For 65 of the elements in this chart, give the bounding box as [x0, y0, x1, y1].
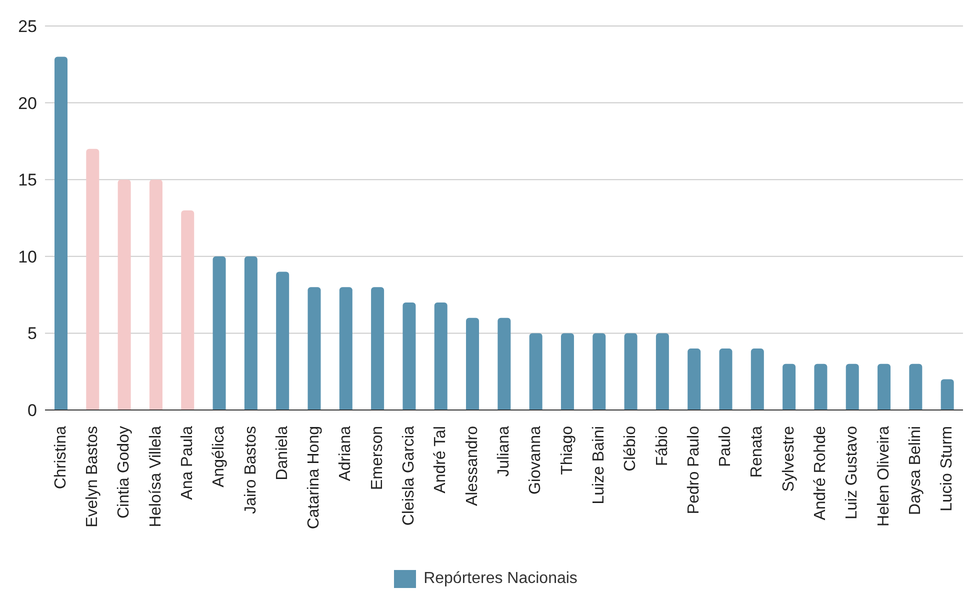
bar: [592, 333, 606, 410]
x-tick-label: Heloísa Villela: [147, 426, 164, 528]
bar: [529, 333, 542, 410]
bar: [181, 210, 194, 410]
bar: [86, 148, 100, 410]
x-tick-label: Evelyn Bastos: [84, 426, 101, 528]
x-tick-label: André Tal: [432, 426, 450, 494]
x-tick-label: Juliana: [496, 426, 512, 477]
x-tick-label: Luize Baini: [590, 426, 608, 504]
x-tick-label: Clébio: [622, 426, 640, 472]
x-tick-label: Adriana: [337, 426, 354, 482]
bar: [466, 318, 480, 410]
bar: [846, 364, 859, 410]
bar: [782, 364, 796, 410]
x-tick-label: Angélica: [210, 426, 228, 488]
x-tick-label: Paulo: [717, 426, 734, 467]
bar: [878, 364, 891, 410]
x-tick-label: Fábio: [654, 426, 671, 466]
bar: [560, 333, 574, 410]
x-tick-label: Jairo Bastos: [242, 426, 260, 514]
x-tick-label: Helen Oliveira: [875, 426, 892, 526]
bar: [498, 318, 511, 410]
bar: [212, 256, 226, 410]
x-tick-label: Lucio Sturm: [938, 426, 956, 512]
bar: [149, 180, 162, 410]
x-tick-label: Christina: [52, 426, 70, 490]
y-tick-label: 0: [28, 401, 37, 420]
bar: [814, 364, 828, 410]
bar: [750, 348, 764, 410]
x-tick-label: Catarina Hong: [306, 426, 323, 530]
x-tick-label: Cleisla Garcia: [400, 426, 418, 526]
x-tick-label: Ana Paula: [178, 426, 196, 500]
y-tick-label: 10: [18, 247, 37, 266]
x-tick-label: Pedro Paulo: [685, 426, 702, 514]
bar: [54, 56, 68, 410]
bar: [940, 379, 954, 410]
bar: [688, 348, 701, 410]
x-tick-label: Alessandro: [464, 426, 481, 506]
x-tick-label: Renata: [748, 426, 766, 478]
x-tick-label: Giovanna: [527, 426, 544, 494]
x-tick-label: Emerson: [368, 426, 386, 490]
bar: [656, 333, 669, 410]
y-tick-label: 25: [18, 17, 37, 36]
bar: [276, 272, 290, 410]
x-tick-label: Daniela: [274, 426, 291, 480]
bar: [339, 287, 352, 410]
bar: [624, 333, 638, 410]
y-tick-label: 15: [18, 170, 37, 190]
x-tick-label: Cintia Godoy: [116, 426, 133, 518]
bar: [402, 302, 416, 410]
bar: [244, 256, 258, 410]
legend-label: Repórteres Nacionais: [424, 570, 578, 588]
x-tick-label: Thiago: [558, 426, 576, 475]
bar: [434, 302, 448, 410]
x-tick-label: Sylvestre: [780, 426, 798, 492]
x-tick-label: Daysa Belini: [907, 426, 924, 515]
x-tick-label: Luiz Gustavo: [844, 426, 861, 520]
y-tick-label: 5: [28, 324, 37, 344]
bar: [308, 287, 321, 410]
bar: [371, 287, 384, 410]
bar: [909, 364, 922, 410]
bar: [118, 180, 131, 410]
y-tick-label: 20: [18, 94, 37, 113]
x-tick-label: André Rohde: [812, 426, 830, 520]
bar: [719, 348, 732, 410]
